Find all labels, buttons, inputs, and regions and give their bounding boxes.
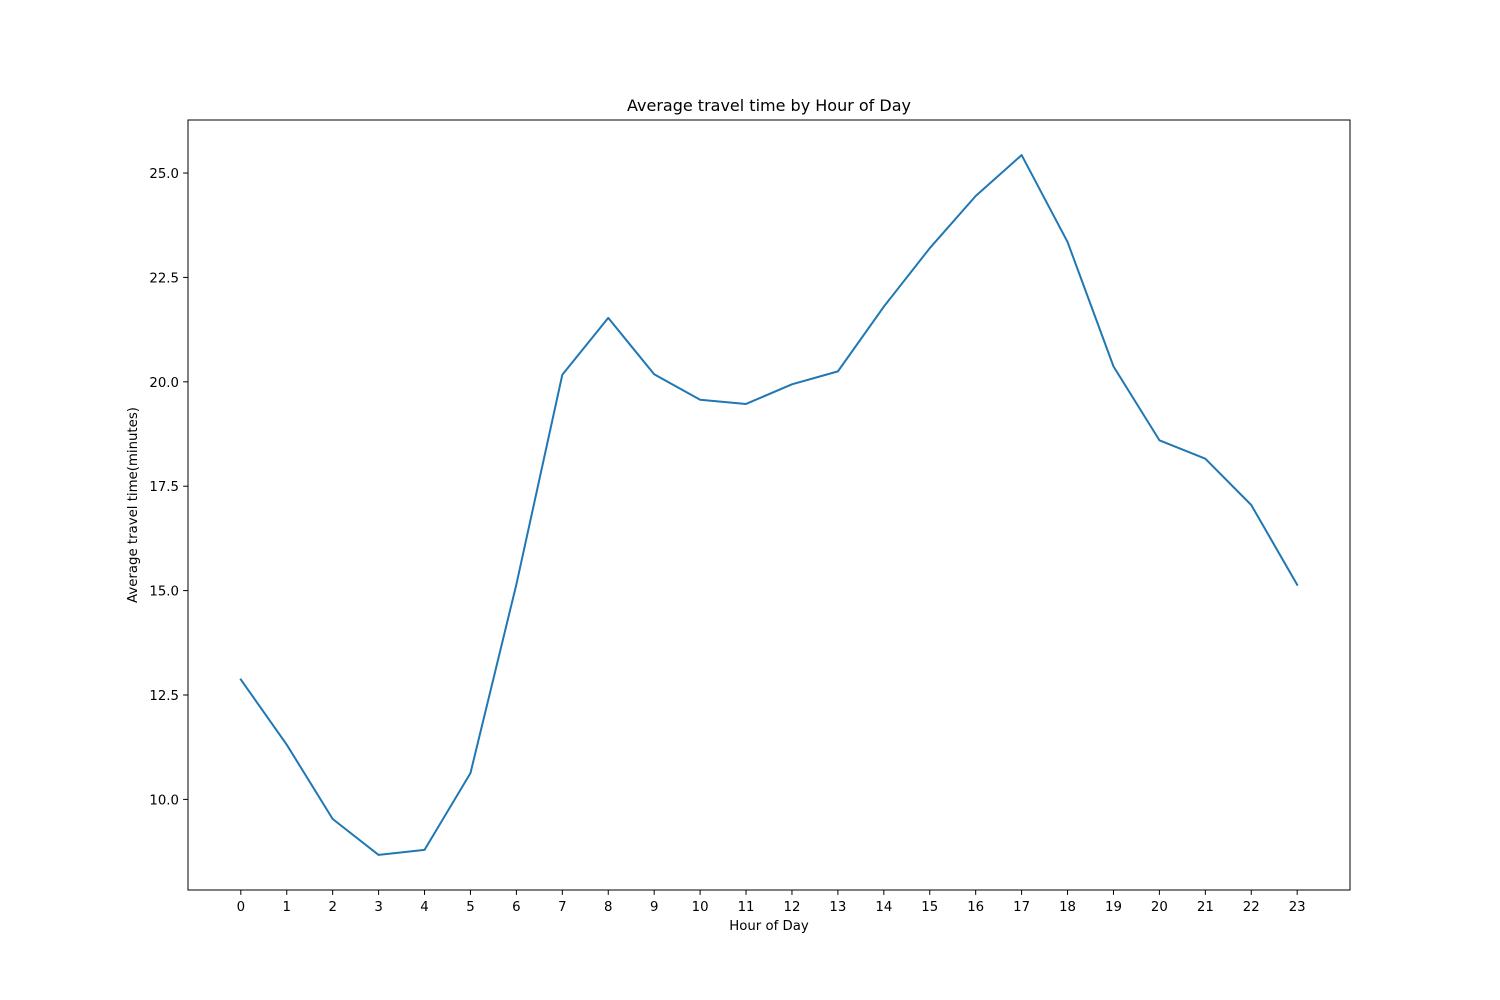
x-tick-label: 11	[738, 900, 755, 915]
x-tick-label: 1	[283, 900, 291, 915]
x-tick-label: 19	[1105, 900, 1122, 915]
chart-title: Average travel time by Hour of Day	[627, 96, 911, 115]
x-tick-label: 3	[374, 900, 382, 915]
x-tick-label: 15	[921, 900, 938, 915]
x-tick-label: 4	[420, 900, 428, 915]
plot-area	[187, 119, 1351, 891]
y-tick-label: 22.5	[149, 271, 179, 286]
x-tick-label: 8	[604, 900, 612, 915]
x-tick-label: 22	[1243, 900, 1260, 915]
x-tick-label: 21	[1197, 900, 1214, 915]
y-tick-label: 20.0	[149, 376, 179, 391]
x-tick-label: 12	[784, 900, 801, 915]
x-tick-label: 7	[558, 900, 566, 915]
series-line	[239, 154, 1299, 856]
x-tick-label: 23	[1289, 900, 1306, 915]
x-tick-label: 6	[512, 900, 520, 915]
x-tick-label: 10	[692, 900, 709, 915]
y-tick-label: 17.5	[149, 480, 179, 495]
y-tick-label: 10.0	[149, 793, 179, 808]
y-tick-label: 15.0	[149, 585, 179, 600]
x-tick-label: 14	[875, 900, 892, 915]
x-tick-label: 17	[1013, 900, 1030, 915]
y-axis-ticks: 10.0 12.5 15.0 17.5 20.0 22.5 25.0	[149, 167, 188, 808]
x-tick-label: 13	[829, 900, 846, 915]
x-axis-ticks: 0 1 2 3 4 5 6 7 8 9 10 11 12 13 14 15 16 17 18 19 20 21 22 23	[237, 890, 1306, 915]
series-layer	[239, 154, 1299, 856]
x-axis-label: Hour of Day	[729, 919, 809, 934]
y-tick-label: 25.0	[149, 167, 179, 182]
y-tick-label: 12.5	[149, 689, 179, 704]
x-tick-label: 20	[1151, 900, 1168, 915]
x-tick-label: 9	[650, 900, 658, 915]
x-tick-label: 5	[466, 900, 474, 915]
x-tick-label: 2	[328, 900, 336, 915]
y-axis-label: Average travel time(minutes)	[126, 407, 141, 603]
x-tick-label: 0	[237, 900, 245, 915]
x-tick-label: 16	[967, 900, 984, 915]
x-tick-label: 18	[1059, 900, 1076, 915]
